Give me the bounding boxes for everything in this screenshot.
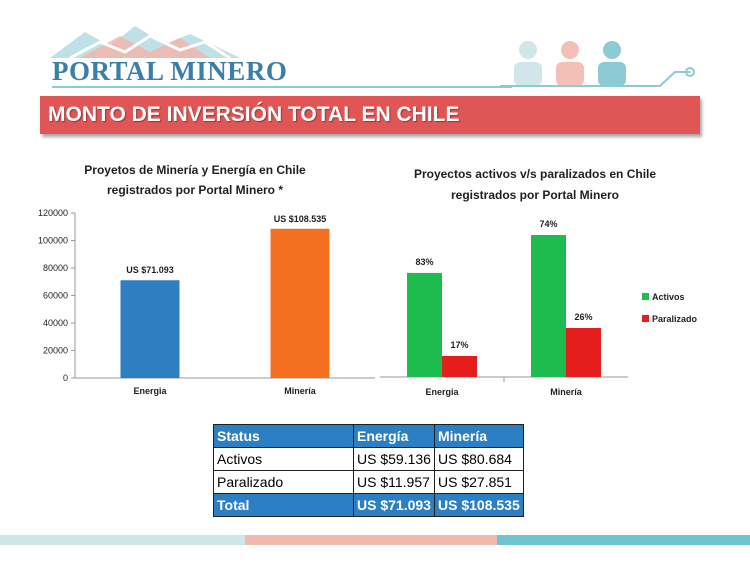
header-status: Status xyxy=(213,424,354,448)
bar-activos-0 xyxy=(407,272,442,377)
cell-total-label: Total xyxy=(213,493,354,517)
page-title: MONTO DE INVERSIÓN TOTAL EN CHILE xyxy=(48,103,460,126)
people-graphic xyxy=(500,41,695,87)
category-label: Energia xyxy=(133,386,167,396)
chart-active-vs-paralyzed: Proyectos activos v/s paralizados en Chi… xyxy=(380,167,698,397)
table-row: Activos US $59.136 US $80.684 xyxy=(213,447,524,471)
y-tick-label: 20000 xyxy=(43,346,68,356)
data-label: 74% xyxy=(539,219,557,229)
logo-text: PORTAL MINERO xyxy=(52,56,288,86)
category-label: Minería xyxy=(550,387,583,397)
header-mineria: Minería xyxy=(434,424,524,448)
cell-mineria: US $27.851 xyxy=(434,470,524,494)
footer-band-teal-light xyxy=(0,535,245,545)
cell-mineria: US $80.684 xyxy=(434,447,524,471)
legend-swatch-paralizado xyxy=(642,315,649,322)
cell-status: Paralizado xyxy=(213,470,354,494)
legend-swatch-activos xyxy=(642,293,649,300)
data-label: US $71.093 xyxy=(126,265,174,275)
table-total-row: Total US $71.093 US $108.535 xyxy=(213,493,524,517)
cell-total-energia: US $71.093 xyxy=(353,493,435,517)
legend-label-paralizado: Paralizado xyxy=(652,314,698,324)
data-label: 83% xyxy=(415,257,433,267)
bar-0 xyxy=(120,280,180,378)
legend-label-activos: Activos xyxy=(652,292,685,302)
cell-total-mineria: US $108.535 xyxy=(434,493,524,517)
table-row: Paralizado US $11.957 US $27.851 xyxy=(213,470,524,494)
chart-title: registrados por Portal Minero * xyxy=(107,183,283,197)
bar-1 xyxy=(270,228,330,378)
title-bar: MONTO DE INVERSIÓN TOTAL EN CHILE xyxy=(40,96,700,134)
cell-status: Activos xyxy=(213,447,354,471)
cell-energia: US $59.136 xyxy=(353,447,435,471)
chart-title: Proyectos activos v/s paralizados en Chi… xyxy=(414,167,656,181)
data-label: 26% xyxy=(574,312,592,322)
chart-investment-by-sector: Proyetos de Minería y Energía en Chile re… xyxy=(38,163,375,396)
chart-title: Proyetos de Minería y Energía en Chile xyxy=(84,163,306,177)
y-tick-label: 100000 xyxy=(38,236,68,246)
y-tick-label: 120000 xyxy=(38,208,68,218)
footer-band-salmon xyxy=(245,535,497,545)
cell-energia: US $11.957 xyxy=(353,470,435,494)
y-tick-label: 60000 xyxy=(43,291,68,301)
header-divider xyxy=(52,86,512,88)
chart-title: registrados por Portal Minero xyxy=(451,188,619,202)
bar-paralizado-1 xyxy=(566,327,601,377)
category-label: Energia xyxy=(425,387,459,397)
bar-activos-1 xyxy=(531,235,566,377)
portal-minero-logo xyxy=(50,26,240,60)
y-tick-label: 0 xyxy=(63,373,68,383)
bar-paralizado-0 xyxy=(442,355,477,377)
category-label: Minería xyxy=(284,386,317,396)
header-energia: Energía xyxy=(353,424,435,448)
data-label: 17% xyxy=(450,340,468,350)
footer-band-teal xyxy=(497,535,750,545)
table-header-row: Status Energía Minería xyxy=(213,424,524,448)
y-tick-label: 40000 xyxy=(43,318,68,328)
data-label: US $108.535 xyxy=(274,214,327,224)
status-table: Status Energía Minería Activos US $59.13… xyxy=(213,424,524,517)
y-tick-label: 80000 xyxy=(43,263,68,273)
